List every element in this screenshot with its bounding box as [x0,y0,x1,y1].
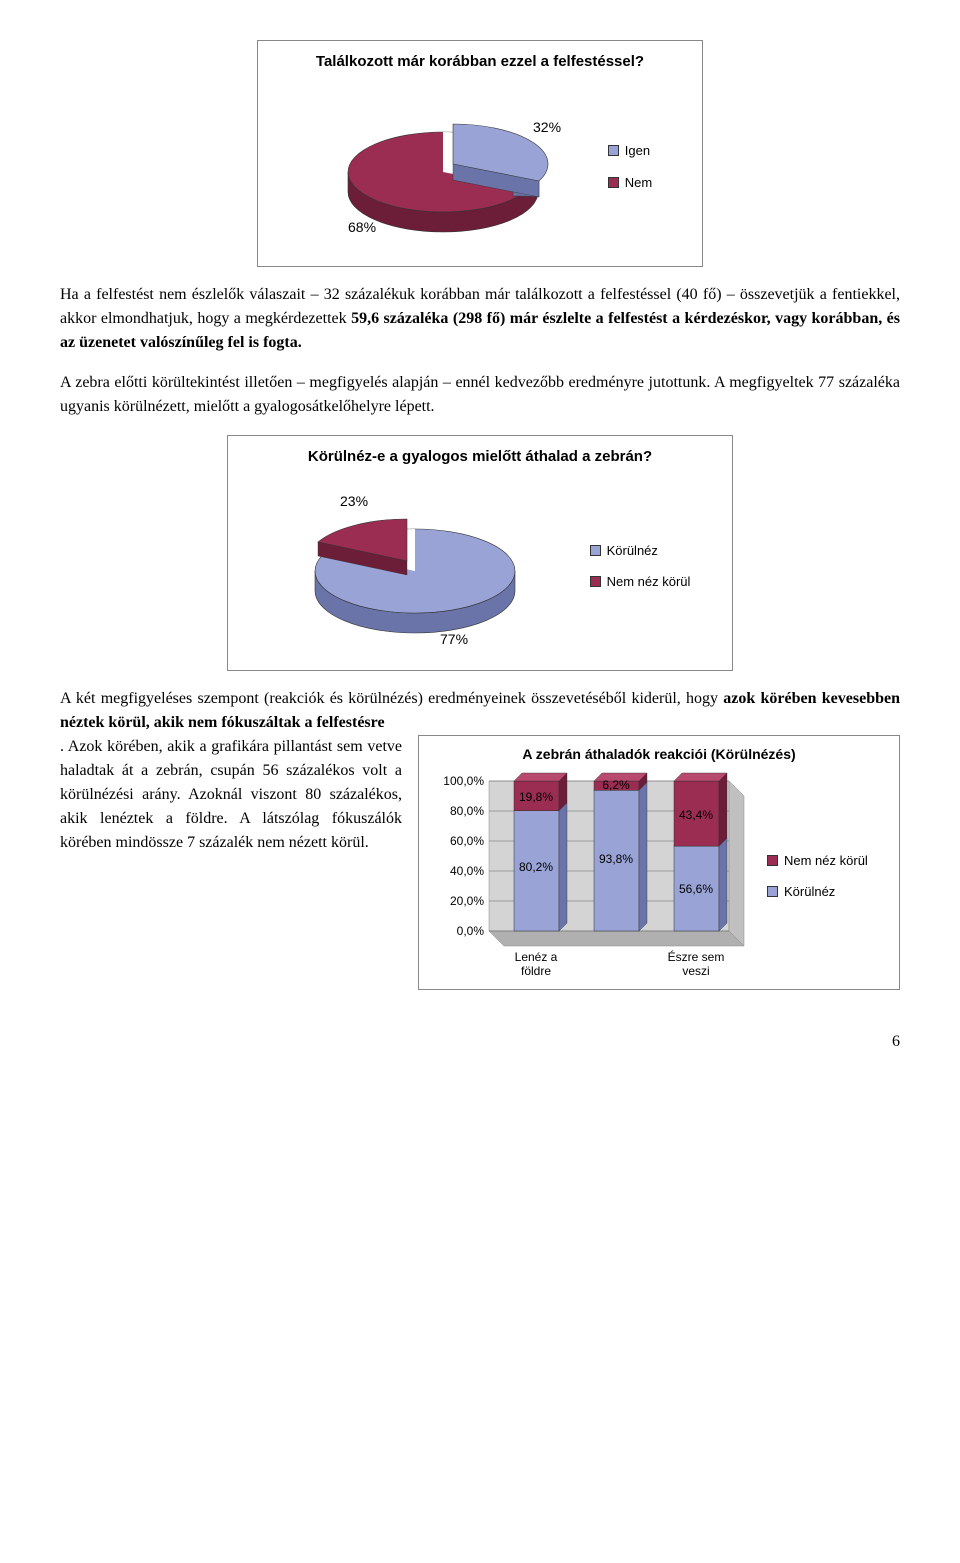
chart1-title: Találkozott már korábban ezzel a felfest… [270,51,690,74]
chart1-legend-label: Igen [625,141,650,161]
chart3-ytick: 60,0% [450,834,484,848]
chart3-bar3-bottom-label: 56,6% [679,882,713,896]
chart3-legend-label: Körülnéz [784,882,835,902]
legend-swatch-icon [590,545,601,556]
chart1-frame: Találkozott már korábban ezzel a felfest… [257,40,703,267]
chart3-frame: A zebrán áthaladók reakciói (Körülnézés)… [418,735,900,990]
chart2-legend-item-korulnez: Körülnéz [590,541,691,561]
chart3-bar2-top-label: 6,2% [602,778,630,792]
chart2-slice-nemnez-label: 23% [340,493,368,509]
legend-swatch-icon [608,145,619,156]
para3-text-a: A két megfigyeléses szempont (reakciók é… [60,690,723,707]
chart2-legend-label: Nem néz körül [607,572,691,592]
chart1-slice-nem-label: 68% [348,219,376,235]
chart2-title: Körülnéz-e a gyalogos mielőtt áthalad a … [240,446,720,469]
chart2-legend-item-nemnez: Nem néz körül [590,572,691,592]
paragraph-3-rest: . Azok körében, akik a grafikára pillant… [60,735,402,855]
chart3-ytick: 40,0% [450,864,484,878]
chart3-xlabel-1b: földre [521,964,551,978]
chart3-ytick: 80,0% [450,804,484,818]
chart2-legend-label: Körülnéz [607,541,658,561]
chart3-xlabel-3a: Észre sem [668,949,725,964]
chart1-legend-item-nem: Nem [608,173,652,193]
chart3-bar3-top-label: 43,4% [679,808,713,822]
legend-swatch-icon [767,886,778,897]
chart3-legend: Nem néz körül Körülnéz [767,851,868,902]
text-chart-row: . Azok körében, akik a grafikára pillant… [60,735,900,990]
chart2-body: 23% 77% Körülnéz Nem néz körül [240,476,720,656]
chart2-frame: Körülnéz-e a gyalogos mielőtt áthalad a … [227,435,733,672]
chart3-legend-item-nemnez: Nem néz körül [767,851,868,871]
chart1-legend: Igen Nem [608,141,652,192]
legend-swatch-icon [608,177,619,188]
chart1-pie: 32% 68% [308,82,578,252]
chart3-body: 0,0% 20,0% 40,0% 60,0% 80,0% 100,0% [429,771,889,981]
chart3-ytick: 20,0% [450,894,484,908]
chart3-title: A zebrán áthaladók reakciói (Körülnézés) [429,744,889,765]
paragraph-3-lead: A két megfigyeléses szempont (reakciók é… [60,687,900,735]
chart3-bar1-bottom-label: 80,2% [519,860,553,874]
chart1-body: 32% 68% Igen Nem [270,82,690,252]
chart3-bar-1: 80,2% 19,8% [514,773,567,931]
chart2-slice-korulnez-label: 77% [440,631,468,647]
chart2-legend: Körülnéz Nem néz körül [590,541,691,592]
chart1-legend-label: Nem [625,173,652,193]
chart2-pie: 23% 77% [270,476,560,656]
chart3-bar2-bottom-label: 93,8% [599,852,633,866]
chart3-bar-3: 56,6% 43,4% [674,773,727,931]
chart3-legend-item-korulnez: Körülnéz [767,882,868,902]
paragraph-1: Ha a felfestést nem észlelők válaszait –… [60,283,900,355]
chart3-bar1-top-label: 19,8% [519,790,553,804]
paragraph-2: A zebra előtti körültekintést illetően –… [60,371,900,419]
chart3-bar-2: 93,8% 6,2% [594,773,647,931]
chart3-xlabel-3b: veszi [682,964,709,978]
page-number: 6 [60,1030,900,1054]
legend-swatch-icon [767,855,778,866]
chart3-xlabel-1a: Lenéz a [515,950,558,964]
chart1-slice-igen-label: 32% [533,119,561,135]
chart3-ytick: 0,0% [457,924,485,938]
chart3-ytick: 100,0% [443,774,484,788]
legend-swatch-icon [590,576,601,587]
chart3-bars: 0,0% 20,0% 40,0% 60,0% 80,0% 100,0% [429,771,749,981]
chart1-legend-item-igen: Igen [608,141,652,161]
chart3-legend-label: Nem néz körül [784,851,868,871]
